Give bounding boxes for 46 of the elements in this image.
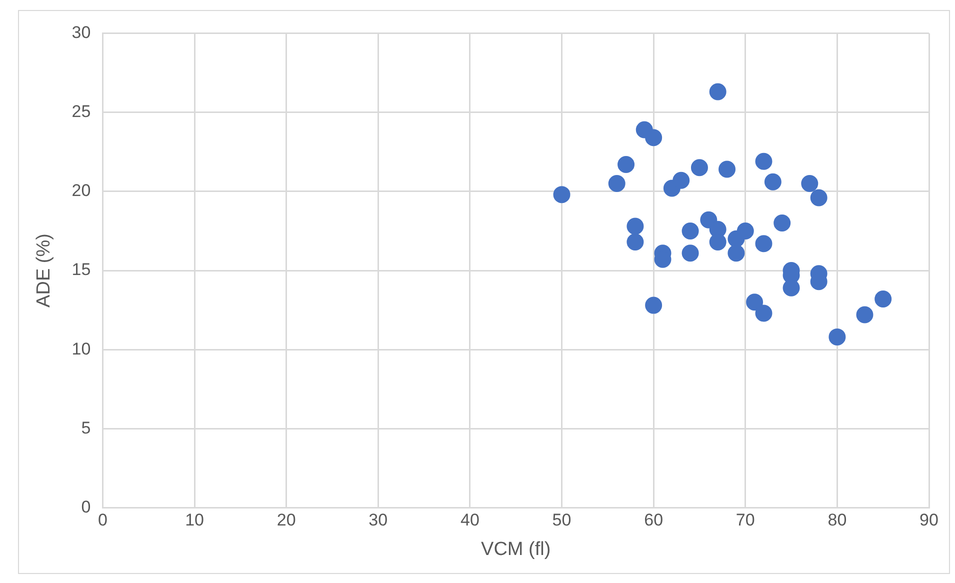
- x-tick-label: 30: [368, 510, 388, 530]
- point: [682, 222, 699, 240]
- point: [728, 244, 745, 262]
- point: [709, 83, 726, 100]
- point: [682, 244, 699, 262]
- y-tick-label: 15: [72, 260, 91, 280]
- point: [801, 174, 818, 192]
- y-tick-label: 25: [72, 102, 91, 121]
- x-tick-label: 40: [460, 510, 480, 530]
- x-tick-label: 70: [736, 510, 755, 530]
- x-tick-label: 0: [98, 510, 108, 530]
- point: [774, 214, 791, 232]
- point: [626, 234, 644, 251]
- point: [764, 173, 782, 190]
- point: [645, 296, 662, 314]
- point: [874, 290, 892, 308]
- y-tick-label: 30: [72, 22, 91, 42]
- point: [856, 306, 874, 324]
- y-tick-label: 0: [81, 497, 91, 516]
- x-tick-label: 50: [552, 510, 572, 530]
- point: [645, 129, 662, 146]
- x-tick-label: 80: [828, 510, 847, 530]
- point: [672, 172, 690, 189]
- y-axis-title: ADE (%): [34, 234, 55, 308]
- x-tick-label: 20: [276, 510, 296, 530]
- point: [608, 174, 626, 192]
- point: [755, 235, 772, 252]
- point: [755, 152, 772, 170]
- x-axis-title: VCM (fl): [481, 538, 551, 560]
- point: [626, 218, 644, 235]
- point: [709, 234, 726, 251]
- point: [690, 159, 708, 176]
- x-tick-label: 90: [920, 510, 938, 530]
- point: [718, 160, 736, 178]
- point: [755, 304, 772, 322]
- y-tick-label: 10: [72, 339, 91, 358]
- point: [553, 186, 570, 204]
- point: [618, 156, 635, 174]
- x-tick-label: 60: [644, 510, 664, 530]
- point: [746, 294, 764, 311]
- point: [828, 328, 846, 346]
- y-tick-label: 5: [81, 418, 91, 438]
- y-tick-label: 20: [72, 181, 91, 200]
- point: [736, 222, 754, 240]
- x-tick-label: 10: [185, 510, 204, 530]
- point: [810, 189, 828, 206]
